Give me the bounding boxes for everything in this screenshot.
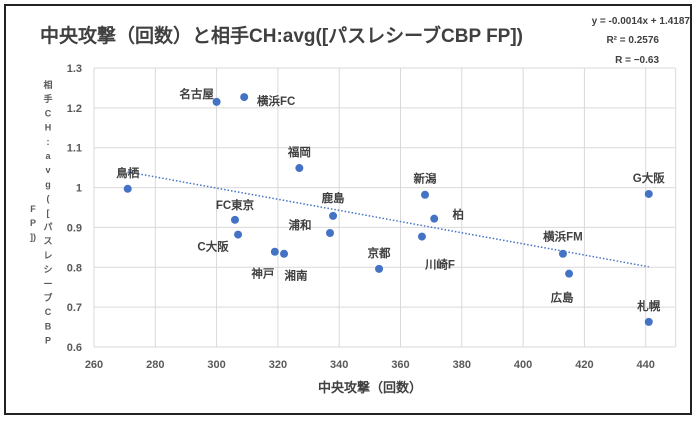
r-value: R = −0.63 [615, 55, 659, 66]
data-point [644, 317, 653, 326]
x-tick-label: 260 [85, 359, 103, 371]
x-tick-label: 380 [453, 359, 471, 371]
data-label: 湘南 [285, 269, 308, 283]
data-label: 札幌 [636, 299, 660, 313]
r-squared: R² = 0.2576 [606, 35, 659, 46]
data-point [123, 184, 132, 193]
y-axis-label-char: パ [43, 221, 52, 232]
data-point [565, 269, 574, 278]
x-axis-label: 中央攻撃（回数） [318, 380, 422, 395]
data-label: 鹿島 [322, 191, 345, 205]
data-label: 横浜FC [257, 94, 295, 108]
data-label: 鳥栖 [116, 166, 139, 180]
x-tick-label: 360 [391, 359, 409, 371]
data-label: 神戸 [251, 267, 274, 281]
data-label: 浦和 [289, 218, 312, 232]
y-axis-label-char: : [47, 137, 50, 147]
y-tick-label: 1 [76, 183, 82, 195]
x-tick-label: 400 [514, 359, 532, 371]
data-point [234, 230, 243, 239]
data-label: G大阪 [633, 171, 665, 185]
data-label: 福岡 [287, 145, 311, 159]
chart-title: 中央攻撃（回数）と相手CH:avg([パスレシーブCBP FP]) [40, 24, 523, 47]
data-point [270, 247, 279, 256]
y-tick-label: 1.2 [67, 103, 82, 115]
data-point [421, 190, 430, 199]
y-axis-label-char: 相 [43, 79, 52, 90]
trendline-equation: y = -0.0014x + 1.4187 [592, 16, 691, 27]
x-tick-label: 420 [575, 359, 593, 371]
data-point [240, 93, 249, 102]
y-tick-label: 0.6 [67, 342, 82, 354]
data-point [558, 249, 567, 258]
y-axis-label-char: P [30, 218, 36, 228]
x-tick-label: 320 [269, 359, 287, 371]
y-axis-label-char: [ [47, 208, 50, 218]
y-axis-label-char: a [45, 151, 51, 161]
y-axis-label-char: F [30, 204, 36, 214]
y-axis-label-char: ブ [43, 292, 52, 303]
data-label: C大阪 [197, 240, 229, 254]
data-point [329, 211, 338, 220]
data-point [417, 232, 426, 241]
data-point [230, 215, 239, 224]
y-axis-label-char: ( [47, 194, 50, 204]
data-label: 名古屋 [179, 87, 214, 101]
y-tick-label: 0.9 [67, 222, 82, 234]
data-point [326, 229, 335, 238]
y-axis-label-char: レ [43, 250, 52, 260]
data-point [295, 164, 304, 173]
y-axis-label-char: 手 [43, 93, 52, 104]
data-label: 柏 [452, 208, 464, 222]
data-point [375, 264, 384, 273]
data-point [644, 189, 653, 198]
data-point [212, 97, 221, 106]
y-tick-label: 1.1 [67, 143, 82, 155]
y-tick-label: 0.7 [67, 302, 82, 314]
y-axis-label-char: P [45, 336, 51, 346]
data-label: FC東京 [216, 198, 255, 212]
y-axis-label-char: ー [43, 279, 52, 289]
data-point [430, 214, 439, 223]
y-axis-label-char: H [45, 123, 52, 133]
data-label: 川崎F [424, 258, 455, 272]
y-axis-label-char: B [45, 321, 52, 331]
x-tick-label: 300 [207, 359, 225, 371]
y-axis-label-char: C [45, 307, 52, 317]
x-tick-label: 280 [146, 359, 164, 371]
y-axis-label-char: v [45, 165, 50, 175]
x-tick-label: 440 [637, 359, 655, 371]
data-label: 横浜FM [543, 230, 583, 244]
x-tick-label: 340 [330, 359, 348, 371]
data-label: 新潟 [414, 172, 437, 186]
data-point [280, 249, 289, 258]
y-tick-label: 0.8 [67, 262, 82, 274]
y-axis-label-char: ]) [30, 232, 36, 242]
data-label: 京都 [368, 246, 391, 260]
y-axis-label-char: シ [43, 265, 52, 275]
y-axis-label-char: g [45, 179, 51, 189]
data-label: 広島 [551, 291, 574, 305]
y-axis-label-char: C [45, 108, 52, 118]
y-axis-label-char: ス [43, 236, 52, 246]
y-tick-label: 1.3 [67, 63, 82, 75]
